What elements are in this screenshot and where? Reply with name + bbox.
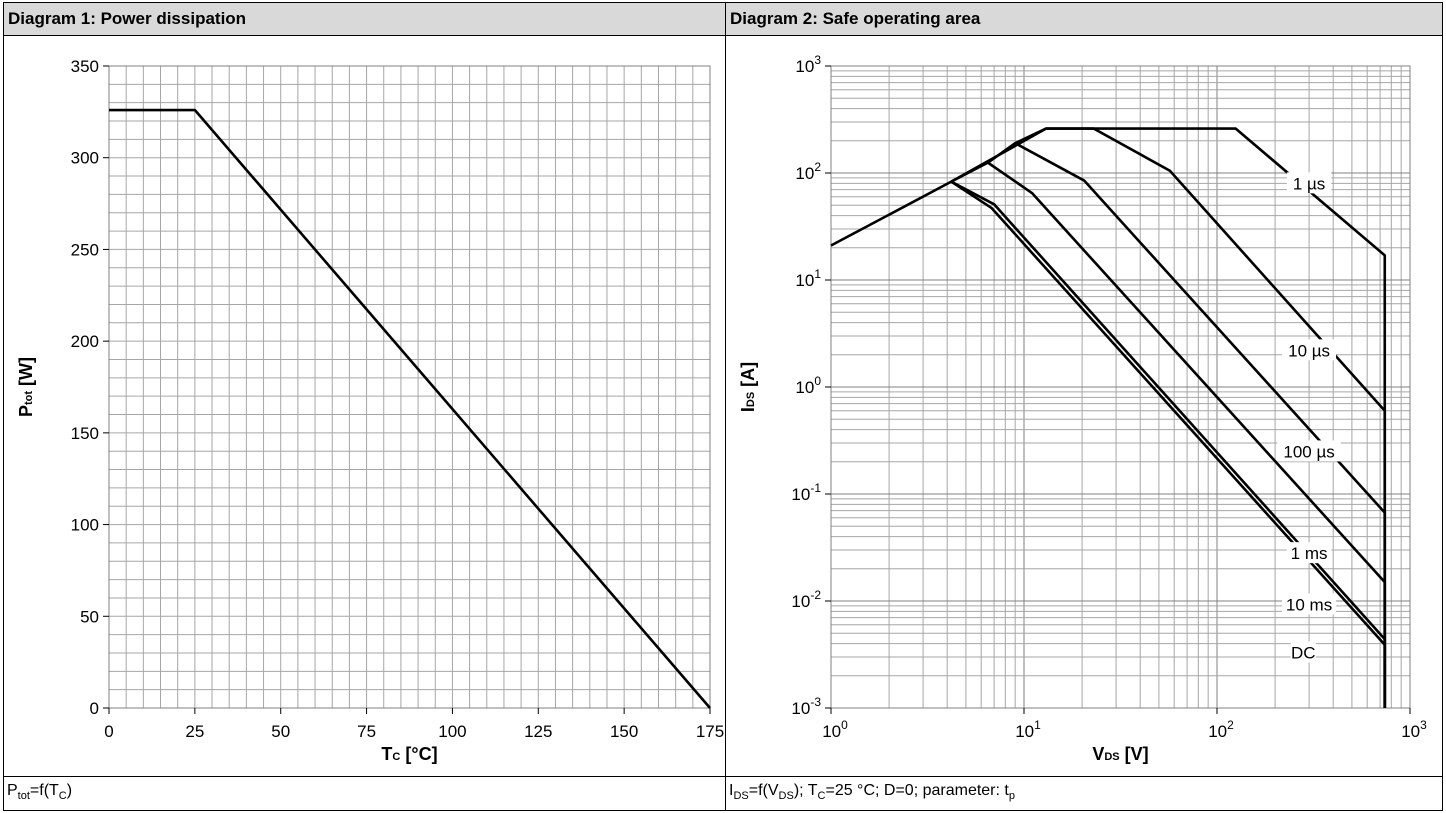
annotation-label: 10 µs <box>1288 341 1330 360</box>
x-tick-label: 25 <box>185 722 204 741</box>
caption2-c-sub: C <box>817 790 826 803</box>
series-line-DC <box>950 180 1387 708</box>
x-tick-label: 0 <box>104 722 113 741</box>
x-tick-label: 102 <box>1208 718 1234 741</box>
y-tick-label: 100 <box>71 516 99 535</box>
series-line-1us <box>830 127 1387 708</box>
annotation-label: 1 ms <box>1291 544 1328 563</box>
y-tick-label: 200 <box>71 332 99 351</box>
annotation-bg <box>1282 593 1337 615</box>
y-tick-label: 150 <box>71 424 99 443</box>
series-line-10us <box>1014 127 1387 708</box>
caption1-c: ) <box>66 782 73 799</box>
caption2-a: I <box>729 782 734 799</box>
diagram2-caption: IDS=f(VDS); TC=25 °C; D=0; parameter: tp <box>726 776 1442 810</box>
y-tick-label: 101 <box>795 267 821 290</box>
y-tick-label: 103 <box>795 53 821 76</box>
annotation-label: DC <box>1291 644 1316 663</box>
annotation-bg <box>1282 339 1337 361</box>
annotation-bg <box>1286 172 1332 194</box>
diagram2-title: Diagram 2: Safe operating area <box>726 3 1442 36</box>
x-tick-label: 150 <box>610 722 638 741</box>
power-dissipation-chart: 0 50 100 150 200 250 300 350 0 25 50 75 100 125 150 175… <box>16 57 724 764</box>
annotation-bg <box>1290 641 1316 663</box>
y-tick-label: 300 <box>71 149 99 168</box>
x-tick-label: 100 <box>438 722 466 741</box>
x-axis-label: VDS [V] <box>1092 744 1148 764</box>
annotation-label: 10 ms <box>1286 595 1332 614</box>
series-line-100us <box>987 141 1387 708</box>
x-tick-label: 75 <box>357 722 376 741</box>
annotation-label: 1 µs <box>1293 174 1325 193</box>
x-axis-label: TC [°C] <box>381 744 437 764</box>
y-tick-label: 10-2 <box>791 588 821 611</box>
column-divider <box>725 3 726 810</box>
caption1-b-sub: C <box>58 790 67 803</box>
plot-frame <box>108 65 711 709</box>
y-tick-label: 10-1 <box>791 481 821 504</box>
x-tick-label: 50 <box>271 722 290 741</box>
series-line-1ms <box>950 161 1387 708</box>
x-tick-label: 103 <box>1401 718 1427 741</box>
annotation-bg <box>1277 440 1341 462</box>
diagram1-title: Diagram 1: Power dissipation <box>4 3 725 36</box>
caption2-a-sub: DS <box>733 790 749 803</box>
caption1-b: =f(T <box>29 782 59 799</box>
x-tick-label: 175 <box>696 722 724 741</box>
x-tick-label: 100 <box>822 718 848 741</box>
annotation-bg <box>1286 542 1332 564</box>
caption2-d: =25 °C; D=0; parameter: t <box>825 782 1009 799</box>
caption2-b-sub: DS <box>778 790 794 803</box>
diagram1-caption: Ptot=f(TC) <box>4 776 725 810</box>
datasheet-table: Diagram 1: Power dissipation Diagram 2: … <box>3 2 1443 811</box>
y-tick-label: 250 <box>71 240 99 259</box>
y-axis-label: IDS [A] <box>738 362 758 412</box>
y-tick-label: 50 <box>80 607 99 626</box>
caption2-c: ); T <box>793 782 818 799</box>
y-axis-label: Ptot [W] <box>16 357 36 417</box>
y-tick-label: 102 <box>795 160 821 183</box>
caption2-b: =f(V <box>748 782 779 799</box>
caption2-d-sub: p <box>1008 790 1015 803</box>
caption1-a-sub: tot <box>17 790 30 803</box>
y-tick-label: 350 <box>71 57 99 76</box>
series-line-ptot <box>109 108 711 709</box>
x-tick-label: 125 <box>524 722 552 741</box>
y-tick-label: 10-3 <box>791 695 821 718</box>
y-tick-label: 0 <box>90 699 99 718</box>
x-tick-label: 101 <box>1015 718 1041 741</box>
caption1-a: P <box>7 782 18 799</box>
y-tick-label: 100 <box>795 374 821 397</box>
annotation-label: 100 µs <box>1283 442 1334 461</box>
